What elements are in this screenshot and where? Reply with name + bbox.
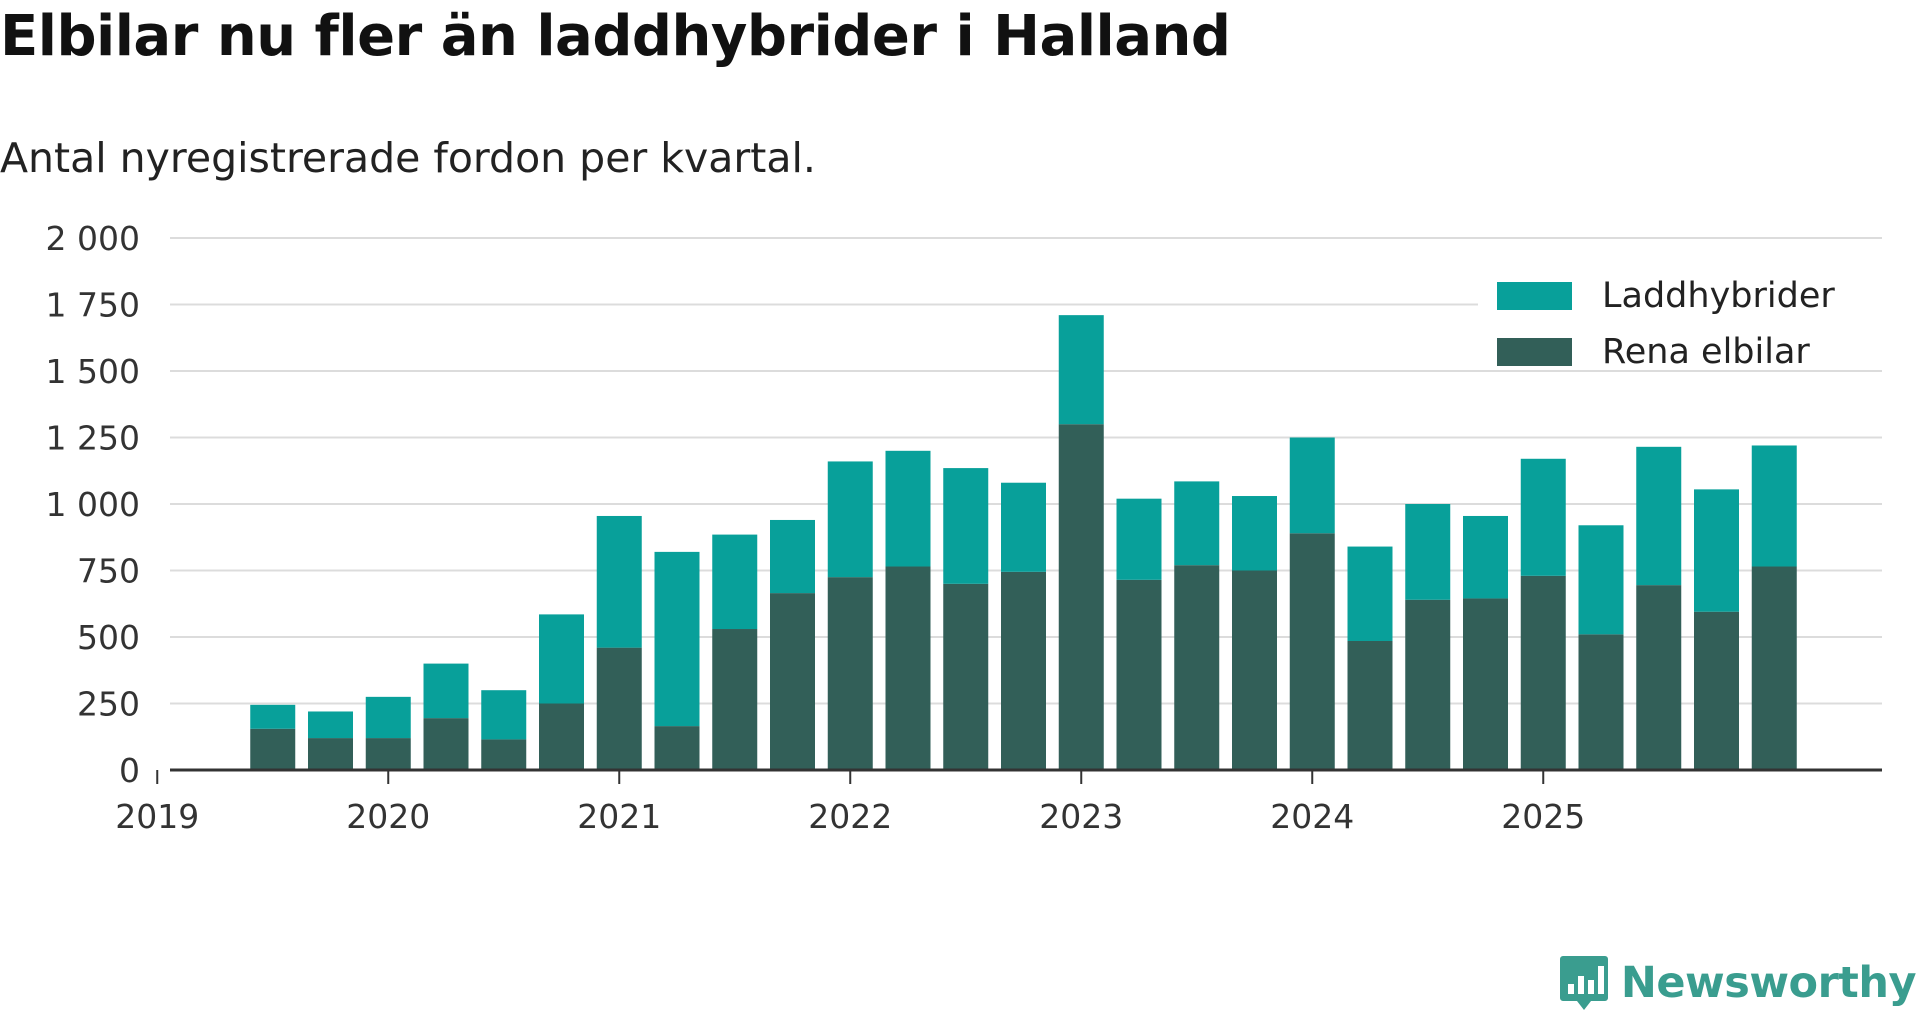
bar-laddhybrider <box>1694 489 1739 612</box>
bar-laddhybrider <box>596 515 642 648</box>
bar-laddhybrider <box>1289 437 1335 534</box>
bar-rena-elbilar <box>1347 640 1393 770</box>
bar-laddhybrider <box>1058 315 1104 425</box>
bar-laddhybrider <box>1751 445 1797 567</box>
newsworthy-logo-icon <box>1559 956 1608 1010</box>
bar-laddhybrider <box>423 663 469 719</box>
bar-laddhybrider <box>1463 515 1508 599</box>
bar-laddhybrider <box>539 614 584 704</box>
bar-rena-elbilar <box>423 718 469 770</box>
brand-name: Newsworthy <box>1620 958 1917 1008</box>
bar-laddhybrider <box>1636 446 1682 586</box>
bar-rena-elbilar <box>1058 424 1104 770</box>
bar-rena-elbilar <box>885 566 931 770</box>
bar-rena-elbilar <box>1001 571 1046 770</box>
bar-rena-elbilar <box>827 577 873 770</box>
bar-laddhybrider <box>770 519 815 594</box>
bar-rena-elbilar <box>1636 585 1682 770</box>
bar-rena-elbilar <box>250 728 296 770</box>
y-tick-label: 1 500 <box>46 352 140 391</box>
y-tick-label: 1 750 <box>46 286 140 325</box>
bar-laddhybrider <box>1405 504 1451 600</box>
x-tick-label: 2025 <box>1501 797 1585 836</box>
x-tick-label: 2021 <box>577 797 661 836</box>
bar-rena-elbilar <box>654 726 700 770</box>
bar-rena-elbilar <box>1751 566 1797 770</box>
bar-laddhybrider <box>481 690 527 740</box>
bar-rena-elbilar <box>1463 598 1508 770</box>
bar-rena-elbilar <box>1520 575 1566 770</box>
bar-laddhybrider <box>1347 546 1393 641</box>
y-tick-label: 2 000 <box>46 219 140 258</box>
y-tick-label: 500 <box>77 618 140 657</box>
bar-laddhybrider <box>1520 458 1566 576</box>
y-tick-label: 1 250 <box>46 419 140 458</box>
bar-laddhybrider <box>1232 496 1277 571</box>
bar-rena-elbilar <box>1289 533 1335 770</box>
bar-laddhybrider <box>885 450 931 567</box>
bar-rena-elbilar <box>308 738 353 770</box>
bar-rena-elbilar <box>943 583 989 770</box>
y-tick-label: 0 <box>119 751 140 790</box>
bar-rena-elbilar <box>712 629 758 770</box>
x-tick-label: 2023 <box>1039 797 1123 836</box>
bar-rena-elbilar <box>1174 565 1220 770</box>
bar-rena-elbilar <box>1405 599 1451 770</box>
bar-laddhybrider <box>1116 498 1162 580</box>
brand: Newsworthy <box>1559 952 1917 1014</box>
bar-laddhybrider <box>827 461 873 578</box>
bar-rena-elbilar <box>1578 634 1624 770</box>
bar-laddhybrider <box>308 711 353 739</box>
legend-label: Laddhybrider <box>1602 276 1835 316</box>
bar-laddhybrider <box>943 468 989 584</box>
bar-rena-elbilar <box>770 593 815 770</box>
bar-laddhybrider <box>654 551 700 727</box>
bar-rena-elbilar <box>1232 570 1277 770</box>
legend-swatch <box>1497 338 1572 366</box>
x-tick-label: 2024 <box>1270 797 1354 836</box>
bar-rena-elbilar <box>365 738 411 770</box>
bar-rena-elbilar <box>1116 579 1162 770</box>
chart-subtitle: Antal nyregistrerade fordon per kvartal. <box>0 134 816 182</box>
x-tick-label: 2019 <box>115 797 199 836</box>
y-tick-label: 250 <box>77 685 140 724</box>
x-tick-label: 2022 <box>808 797 892 836</box>
bar-laddhybrider <box>712 534 758 630</box>
bar-laddhybrider <box>1578 525 1624 635</box>
bar-laddhybrider <box>1001 482 1046 572</box>
chart-title: Elbilar nu fler än laddhybrider i Hallan… <box>0 4 1231 69</box>
bar-laddhybrider <box>365 696 411 739</box>
x-tick-label: 2020 <box>346 797 430 836</box>
bar-rena-elbilar <box>596 647 642 770</box>
bar-rena-elbilar <box>539 703 584 770</box>
y-tick-label: 1 000 <box>46 485 140 524</box>
bar-rena-elbilar <box>481 739 527 770</box>
bar-laddhybrider <box>1174 481 1220 566</box>
y-tick-label: 750 <box>77 552 140 591</box>
bar-laddhybrider <box>250 704 296 729</box>
legend-swatch <box>1497 282 1572 310</box>
bar-rena-elbilar <box>1694 611 1739 770</box>
legend-label: Rena elbilar <box>1602 332 1810 372</box>
